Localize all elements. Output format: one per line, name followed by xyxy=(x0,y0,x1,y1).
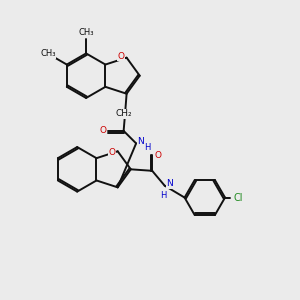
Text: N: N xyxy=(167,179,173,188)
Text: O: O xyxy=(154,151,161,160)
Text: H: H xyxy=(144,143,151,152)
Text: CH₃: CH₃ xyxy=(78,28,94,37)
Text: O: O xyxy=(109,148,116,157)
Text: CH₂: CH₂ xyxy=(115,109,132,118)
Text: Cl: Cl xyxy=(234,193,243,202)
Text: CH₃: CH₃ xyxy=(40,49,56,58)
Text: O: O xyxy=(99,126,106,135)
Text: H: H xyxy=(160,191,166,200)
Text: O: O xyxy=(118,52,125,61)
Text: N: N xyxy=(138,137,144,146)
